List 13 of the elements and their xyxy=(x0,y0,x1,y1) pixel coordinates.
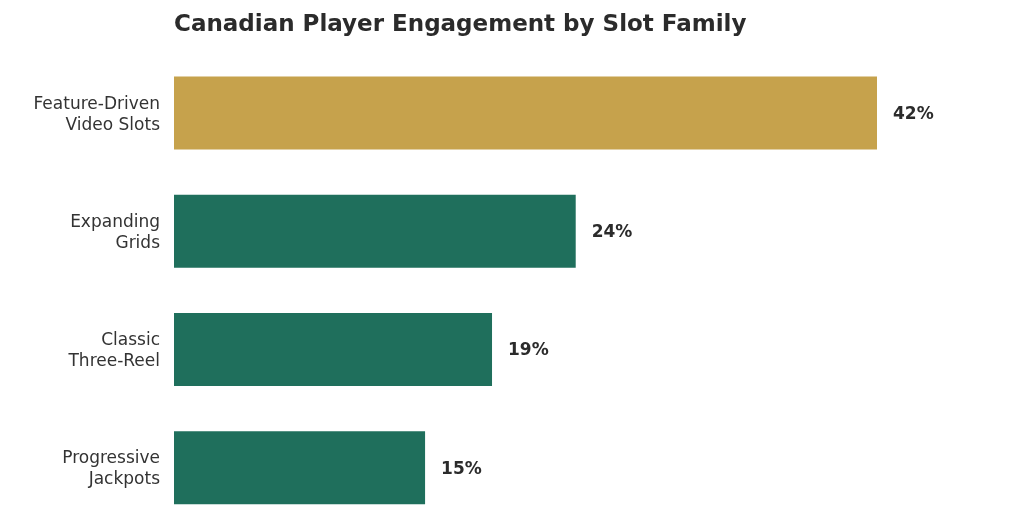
y-tick-label: Classic Three-Reel xyxy=(67,329,160,371)
bar xyxy=(174,431,426,505)
chart-title: Canadian Player Engagement by Slot Family xyxy=(174,10,747,36)
bar xyxy=(174,312,493,386)
bar xyxy=(174,194,576,268)
y-tick-label: Feature-Driven Video Slots xyxy=(33,92,161,134)
y-tick-label: Expanding Grids xyxy=(70,210,161,252)
data-label: 19% xyxy=(508,339,549,360)
bar xyxy=(174,76,877,150)
data-label: 24% xyxy=(591,221,633,242)
data-label: 42% xyxy=(893,102,934,123)
y-tick-label: Progressive Jackpots xyxy=(62,447,161,489)
data-label: 15% xyxy=(441,457,482,478)
